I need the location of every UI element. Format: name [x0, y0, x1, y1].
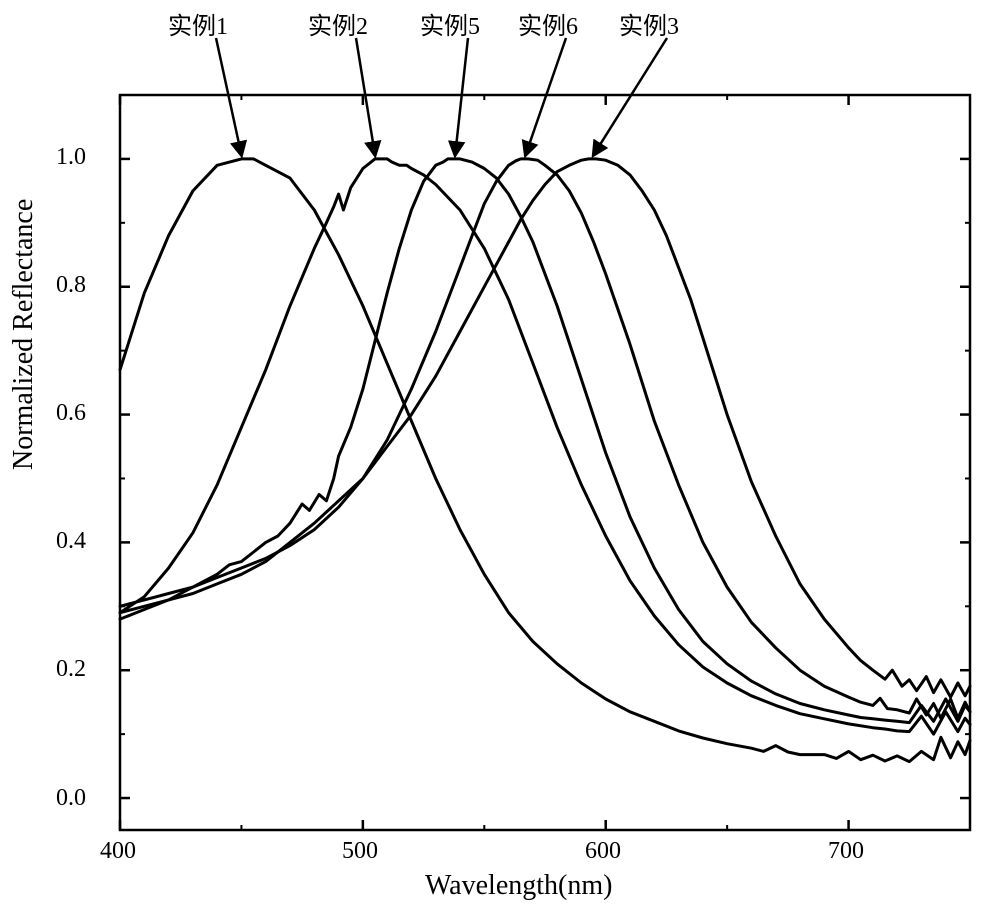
chart-svg — [0, 0, 1000, 919]
page: 实例1 实例2 实例5 实例6 实例3 Normalized Reflectan… — [0, 0, 1000, 919]
plot-frame — [120, 95, 970, 830]
label-arrows — [216, 38, 667, 155]
series-lines — [120, 159, 970, 762]
plot-ticks — [120, 95, 970, 830]
